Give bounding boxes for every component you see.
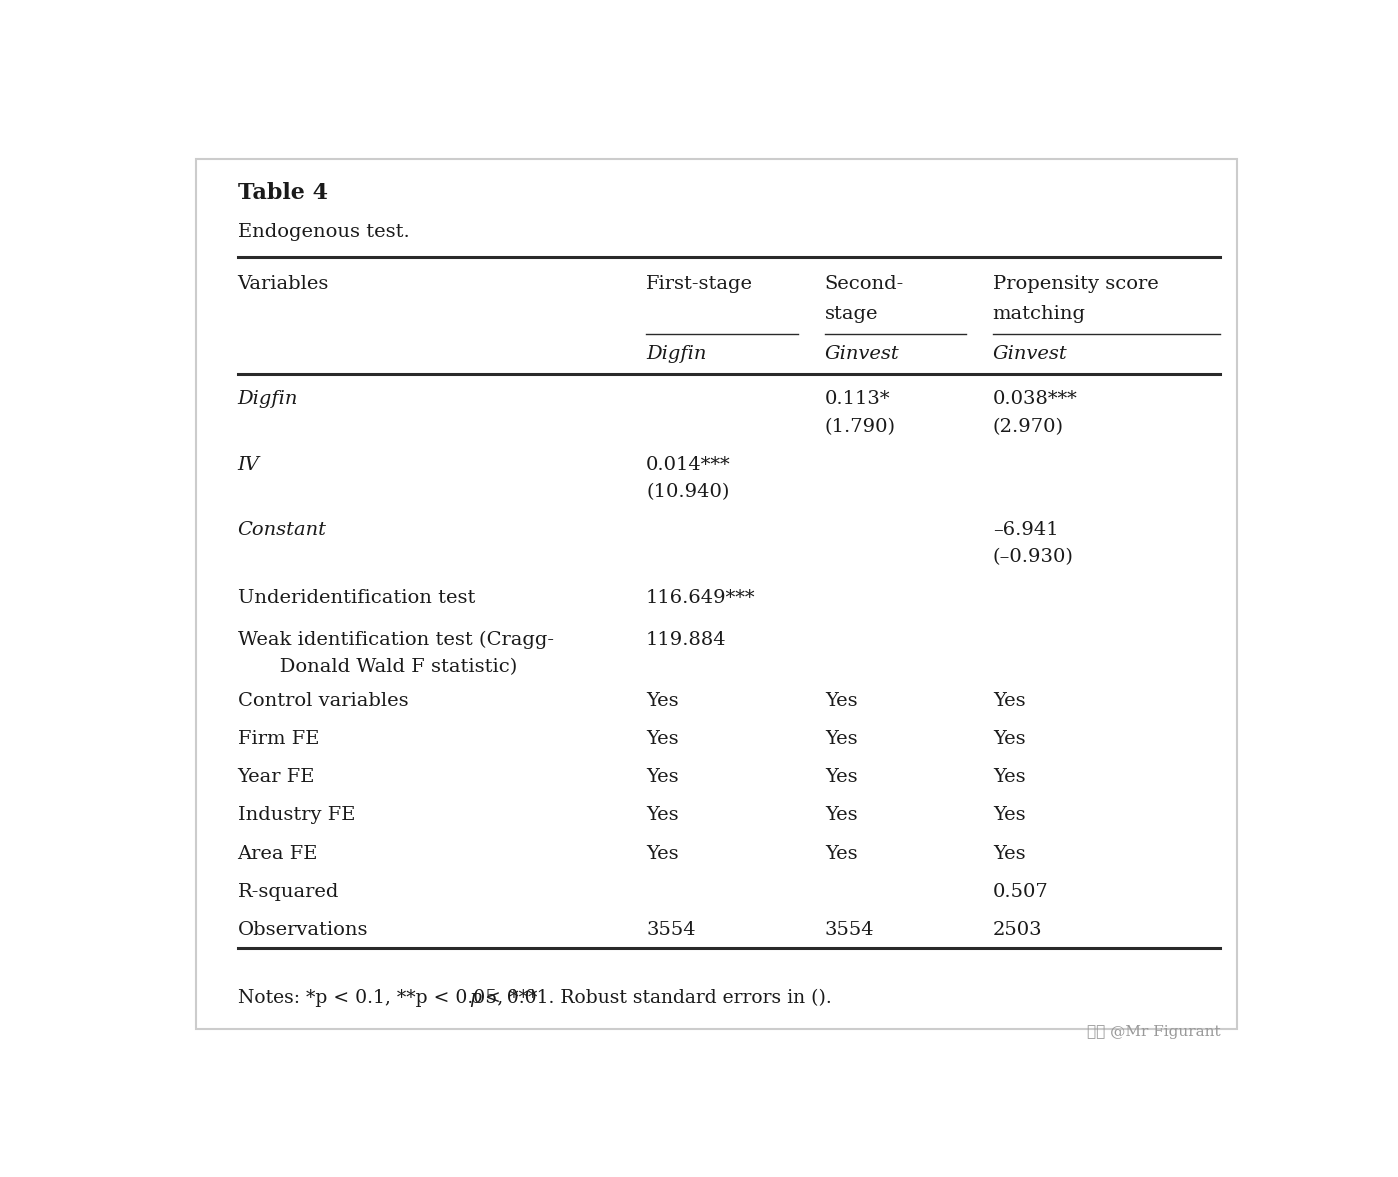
Text: R-squared: R-squared xyxy=(238,883,338,900)
Text: IV: IV xyxy=(238,455,260,473)
Text: Yes: Yes xyxy=(646,769,678,786)
Text: Yes: Yes xyxy=(993,692,1025,710)
Text: Yes: Yes xyxy=(825,806,857,824)
Text: (–0.930): (–0.930) xyxy=(993,548,1074,566)
Text: Industry FE: Industry FE xyxy=(238,806,355,824)
Text: First-stage: First-stage xyxy=(646,275,754,293)
Text: 119.884: 119.884 xyxy=(646,631,727,649)
Text: Propensity score: Propensity score xyxy=(993,275,1159,293)
Text: Yes: Yes xyxy=(825,769,857,786)
Text: Underidentification test: Underidentification test xyxy=(238,588,475,607)
Text: (1.790): (1.790) xyxy=(825,418,896,435)
Text: –6.941: –6.941 xyxy=(993,521,1058,539)
Text: (10.940): (10.940) xyxy=(646,483,730,501)
Text: Firm FE: Firm FE xyxy=(238,730,319,749)
Text: p: p xyxy=(470,989,481,1006)
Text: Table 4: Table 4 xyxy=(238,182,327,204)
Text: Constant: Constant xyxy=(238,521,327,539)
Text: Yes: Yes xyxy=(646,806,678,824)
Text: 2503: 2503 xyxy=(993,920,1043,938)
Text: Digfin: Digfin xyxy=(238,391,298,408)
Text: Year FE: Year FE xyxy=(238,769,315,786)
Text: Yes: Yes xyxy=(993,769,1025,786)
Text: 3554: 3554 xyxy=(825,920,874,938)
Text: Yes: Yes xyxy=(646,730,678,749)
Text: Ginvest: Ginvest xyxy=(825,345,899,364)
Text: (2.970): (2.970) xyxy=(993,418,1064,435)
Text: Yes: Yes xyxy=(646,692,678,710)
Text: Yes: Yes xyxy=(993,730,1025,749)
Text: < 0.01. Robust standard errors in ().: < 0.01. Robust standard errors in (). xyxy=(480,989,832,1006)
Text: 知乎 @Mr Figurant: 知乎 @Mr Figurant xyxy=(1086,1025,1220,1039)
Text: 0.038***: 0.038*** xyxy=(993,391,1078,408)
Text: 3554: 3554 xyxy=(646,920,696,938)
Text: Endogenous test.: Endogenous test. xyxy=(238,222,410,241)
Text: Notes: *p < 0.1, **p < 0.05, ***: Notes: *p < 0.1, **p < 0.05, *** xyxy=(238,989,537,1006)
Text: 0.113*: 0.113* xyxy=(825,391,891,408)
Text: Digfin: Digfin xyxy=(646,345,706,364)
Text: 116.649***: 116.649*** xyxy=(646,588,755,607)
Text: Area FE: Area FE xyxy=(238,845,317,863)
Text: Control variables: Control variables xyxy=(238,692,408,710)
Text: Weak identification test (Cragg-: Weak identification test (Cragg- xyxy=(238,631,554,649)
Text: Yes: Yes xyxy=(825,845,857,863)
Text: Ginvest: Ginvest xyxy=(993,345,1068,364)
FancyBboxPatch shape xyxy=(196,159,1236,1030)
Text: 0.507: 0.507 xyxy=(993,883,1048,900)
Text: Observations: Observations xyxy=(238,920,368,938)
Text: Yes: Yes xyxy=(825,692,857,710)
Text: Yes: Yes xyxy=(825,730,857,749)
Text: Second-: Second- xyxy=(825,275,905,293)
Text: Variables: Variables xyxy=(238,275,329,293)
Text: 0.014***: 0.014*** xyxy=(646,455,731,473)
Text: Yes: Yes xyxy=(993,806,1025,824)
Text: Yes: Yes xyxy=(993,845,1025,863)
Text: Yes: Yes xyxy=(646,845,678,863)
Text: matching: matching xyxy=(993,305,1086,324)
Text: stage: stage xyxy=(825,305,878,324)
Text: Donald Wald F statistic): Donald Wald F statistic) xyxy=(261,658,517,676)
